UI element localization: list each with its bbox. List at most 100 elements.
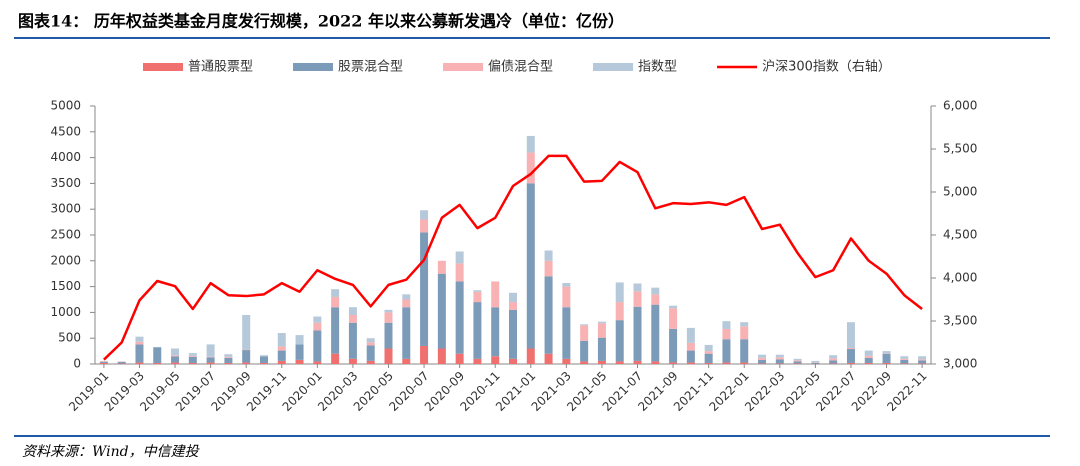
bar-segment: [384, 309, 393, 313]
bar-segment: [633, 291, 642, 307]
bar-segment: [811, 360, 820, 363]
bar-segment: [758, 359, 767, 364]
bar-segment: [580, 325, 589, 341]
bar-segment: [846, 348, 855, 350]
bar-segment: [562, 282, 571, 287]
bar-segment: [224, 356, 233, 358]
bar-segment: [509, 302, 517, 310]
y2-tick-label: 3,000: [943, 357, 977, 371]
bar-segment: [171, 356, 180, 363]
bar-segment: [918, 359, 927, 361]
bar-segment: [526, 135, 535, 153]
bar-segment: [509, 309, 517, 359]
bar-segment: [597, 323, 606, 338]
bar-segment: [153, 346, 162, 348]
bar-segment: [829, 358, 838, 361]
legend-label: 沪深300指数（右轴）: [762, 59, 891, 75]
bar-segment: [793, 361, 802, 364]
bar-segment: [348, 358, 357, 364]
bar-segment: [242, 362, 251, 364]
bar-segment: [526, 183, 535, 349]
bar-segment: [864, 362, 873, 364]
bar-segment: [633, 283, 642, 292]
bar-segment: [651, 294, 660, 305]
bar-segment: [580, 340, 589, 362]
bar-segment: [882, 351, 891, 354]
bar-segment: [615, 320, 624, 362]
bar-segment: [722, 328, 731, 340]
legend-label: 指数型: [638, 60, 677, 75]
bar-segment: [348, 314, 357, 323]
bar-segment: [366, 345, 375, 361]
bar-segment: [633, 306, 642, 361]
bar-segment: [722, 339, 731, 363]
legend-swatch: [143, 63, 183, 71]
bar-segment: [366, 360, 375, 364]
legend-label: 普通股票型: [188, 60, 253, 75]
legend-label: 偏债混合型: [488, 60, 553, 75]
bar-segment: [491, 356, 500, 364]
bar-segment: [188, 353, 197, 356]
bar-segment: [99, 361, 108, 363]
bar-segment: [722, 362, 731, 364]
bar-segment: [775, 354, 784, 358]
bar-segment: [686, 327, 695, 343]
bar-segment: [473, 290, 482, 292]
bar-segment: [900, 359, 909, 364]
bar-segment: [331, 289, 340, 297]
bar-segment: [615, 302, 624, 321]
bar-segment: [615, 282, 624, 303]
bar-segment: [811, 362, 820, 364]
y-tick-label: 4500: [50, 124, 81, 138]
bar-segment: [597, 321, 606, 324]
bar-segment: [864, 350, 873, 356]
bar-segment: [420, 232, 429, 346]
bar-segment: [259, 355, 268, 357]
bar-segment: [153, 362, 162, 364]
bar-segment: [437, 260, 446, 274]
bar-segment: [544, 260, 553, 277]
bar-segment: [669, 305, 678, 309]
bar-segment: [473, 302, 482, 359]
bar-segment: [242, 349, 251, 351]
bar-segment: [526, 348, 535, 364]
bar-segment: [562, 286, 571, 308]
bar-segment: [793, 358, 802, 361]
bar-segment: [686, 362, 695, 364]
bar-segment: [562, 358, 571, 364]
bar-segment: [597, 360, 606, 364]
y2-tick-label: 5,000: [943, 185, 977, 199]
source: 资料来源：Wind，中信建投: [22, 444, 201, 460]
bar-segment: [918, 363, 927, 364]
bar-segment: [206, 357, 215, 363]
bar-segment: [259, 356, 268, 363]
bar-segment: [188, 362, 197, 364]
bar-segment: [918, 356, 927, 360]
bar-segment: [455, 263, 464, 282]
bar-segment: [171, 355, 180, 357]
bar-segment: [206, 362, 215, 364]
y-tick-label: 3500: [50, 176, 81, 190]
bar-segment: [188, 355, 197, 357]
bar-segment: [882, 353, 891, 354]
bar-segment: [651, 304, 660, 362]
bar-segment: [224, 357, 233, 363]
bar-segment: [384, 312, 393, 323]
bar-segment: [882, 353, 891, 363]
bar-segment: [206, 344, 215, 357]
bar-segment: [99, 361, 108, 362]
bar-segment: [633, 360, 642, 364]
bar-segment: [420, 219, 429, 233]
legend-swatch: [293, 63, 334, 71]
bar-segment: [135, 341, 144, 345]
bar-segment: [242, 350, 251, 363]
bar-segment: [704, 351, 713, 354]
bar-segment: [900, 363, 909, 364]
y-tick-label: 1000: [50, 305, 81, 319]
bar-segment: [544, 276, 553, 354]
bar-segment: [775, 357, 784, 360]
bar-segment: [171, 348, 180, 356]
bar-segment: [171, 362, 180, 364]
